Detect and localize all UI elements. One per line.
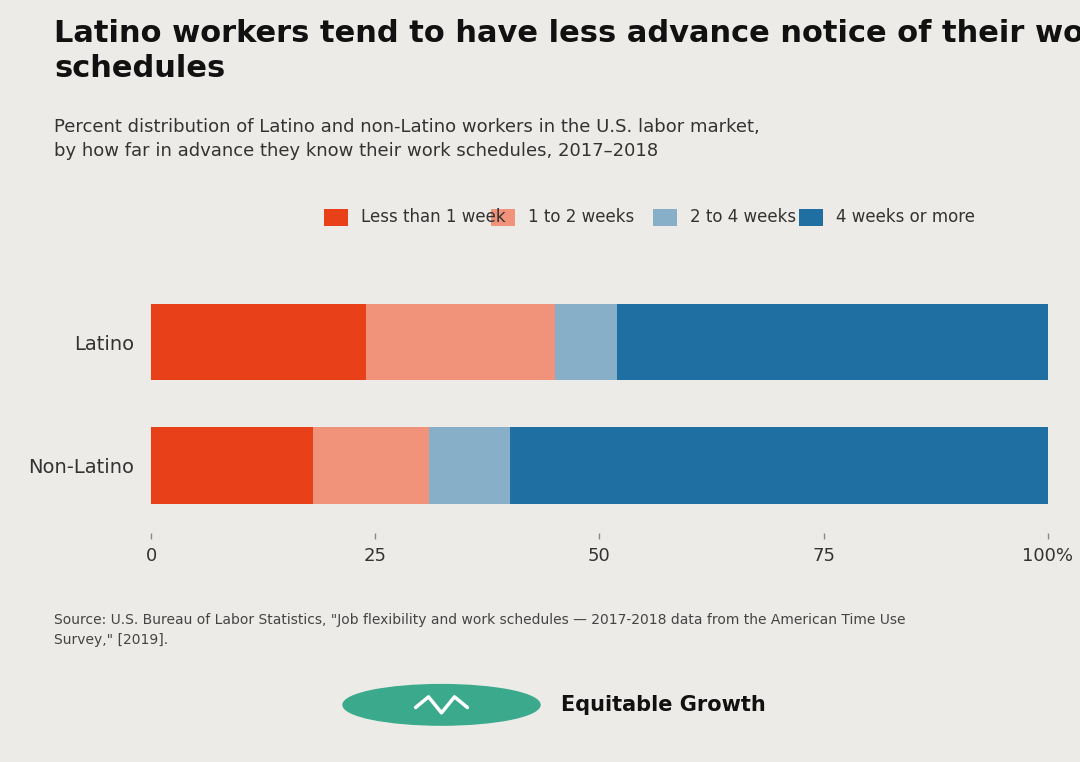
Bar — [366, 304, 555, 380]
Bar — [151, 304, 366, 380]
Bar — [510, 427, 1048, 504]
Text: Source: U.S. Bureau of Labor Statistics, "Job flexibility and work schedules — 2: Source: U.S. Bureau of Labor Statistics,… — [54, 613, 905, 647]
Text: Less than 1 week: Less than 1 week — [361, 208, 505, 226]
Bar — [555, 304, 618, 380]
Bar — [312, 427, 429, 504]
Text: 2 to 4 weeks: 2 to 4 weeks — [690, 208, 796, 226]
Bar — [151, 427, 312, 504]
Bar — [618, 304, 1048, 380]
Text: Latino workers tend to have less advance notice of their work
schedules: Latino workers tend to have less advance… — [54, 19, 1080, 83]
Circle shape — [343, 684, 540, 725]
Text: 1 to 2 weeks: 1 to 2 weeks — [528, 208, 634, 226]
Text: 4 weeks or more: 4 weeks or more — [836, 208, 975, 226]
Text: Equitable Growth: Equitable Growth — [561, 695, 766, 715]
Bar — [429, 427, 510, 504]
Text: Percent distribution of Latino and non-Latino workers in the U.S. labor market,
: Percent distribution of Latino and non-L… — [54, 118, 759, 160]
